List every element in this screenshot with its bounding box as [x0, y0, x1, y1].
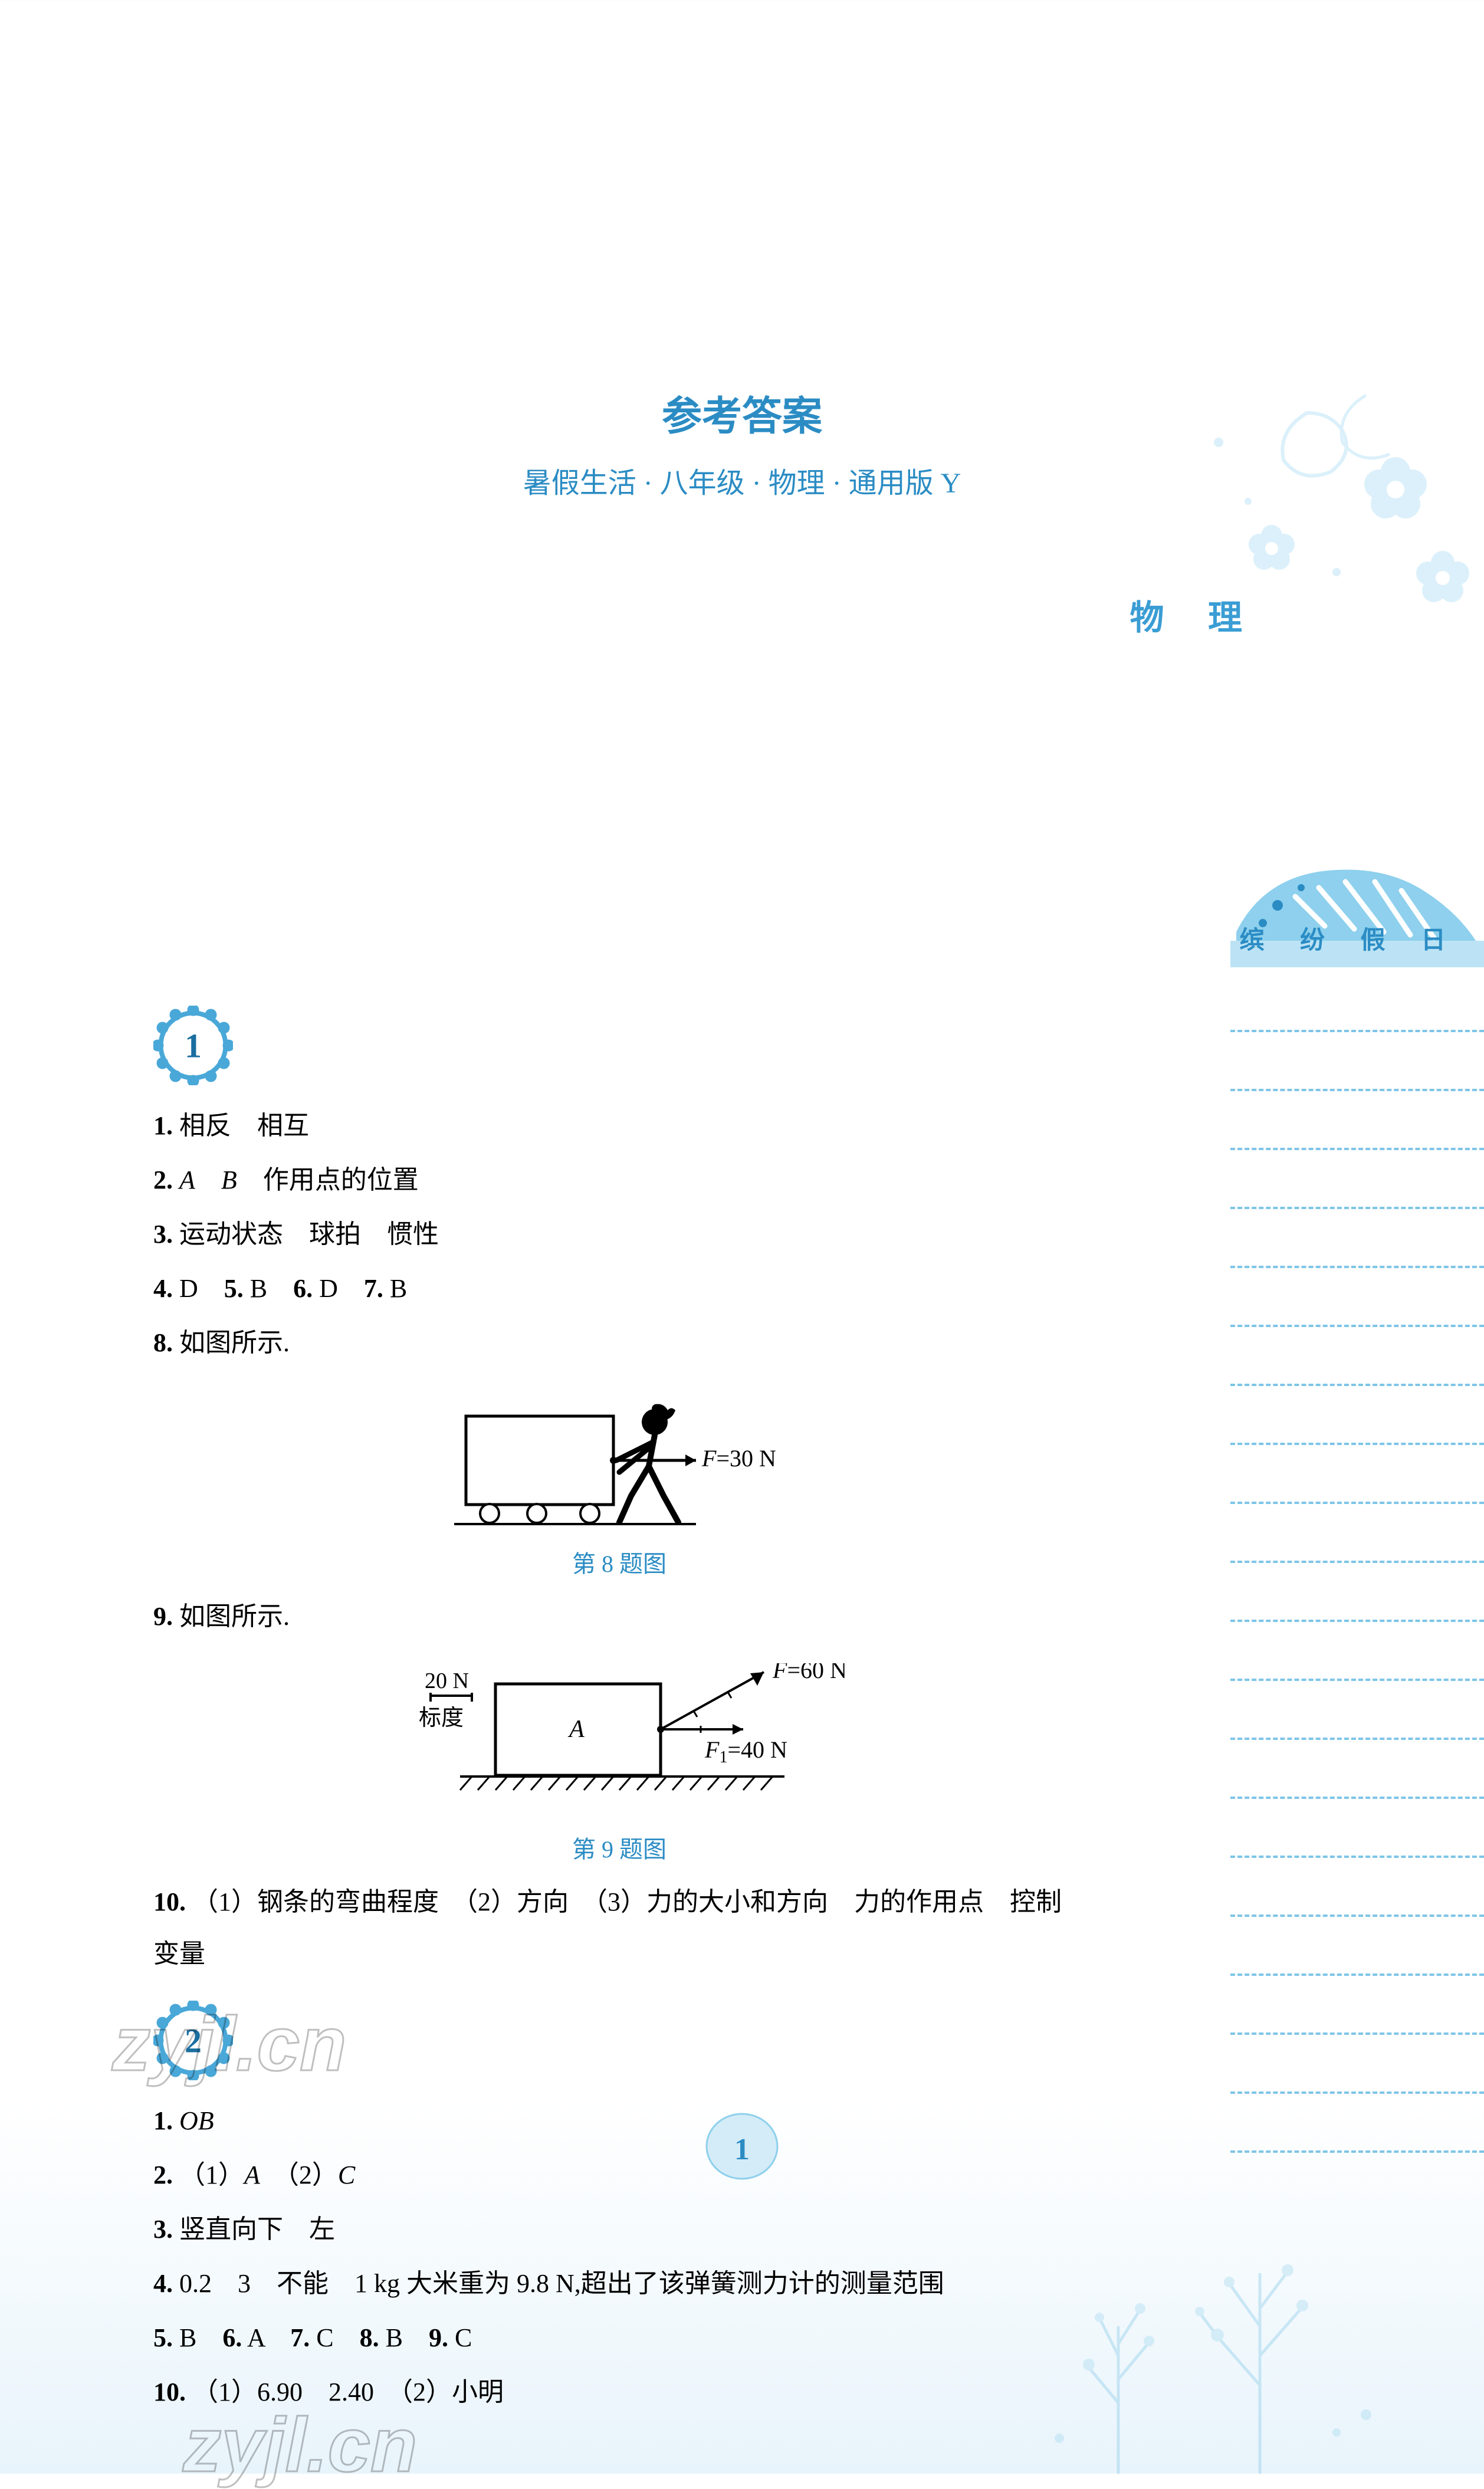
- watermark-2: zyjl.cn: [183, 2401, 417, 2489]
- answer-1-2: 2. A B 作用点的位置: [153, 1154, 1085, 1206]
- figure-8-caption: 第 8 题图: [153, 1545, 1085, 1579]
- answer-2-4: 4. 0.2 3 不能 1 kg 大米重为 9.8 N,超出了该弹簧测力计的测量…: [153, 2258, 1085, 2310]
- answer-1-9: 9. 如图所示.: [153, 1591, 1085, 1643]
- content-area: 1 1. 相反 相互 2. A B 作用点的位置 3. 运动状态 球拍 惯性 4…: [153, 985, 1085, 2421]
- answer-2-1: 1. OB: [153, 2095, 1085, 2147]
- svg-text:20 N: 20 N: [425, 1669, 469, 1693]
- answer-1-10: 10. （1）钢条的弯曲程度 （2）方向 （3）力的大小和方向 力的作用点 控制…: [153, 1876, 1085, 1980]
- subject-label: 物 理: [1130, 590, 1260, 639]
- sidebar-badge-text: 缤 纷 假 日: [1239, 920, 1460, 956]
- svg-text:F=60 N: F=60 N: [772, 1663, 847, 1683]
- svg-text:标度: 标度: [419, 1706, 464, 1731]
- answer-1-8: 8. 如图所示.: [153, 1317, 1085, 1369]
- answer-2-2: 2. （1）A （2）C: [153, 2149, 1085, 2201]
- figure-9-caption: 第 9 题图: [153, 1830, 1085, 1864]
- section-badge-1: 1: [153, 1006, 233, 1085]
- decorative-bottom-trees: [1012, 2179, 1425, 2474]
- figure-9: 20 N 标度 A: [153, 1663, 1085, 1864]
- page-number: 1: [734, 2132, 750, 2167]
- answer-2-5: 5. B 6. A 7. C 8. B 9. C: [153, 2312, 1085, 2364]
- answer-1-3: 3. 运动状态 球拍 惯性: [153, 1209, 1085, 1260]
- svg-text:A: A: [567, 1716, 585, 1743]
- answer-1-1: 1. 相反 相互: [153, 1100, 1085, 1152]
- watermark-1: zyjl.cn: [112, 1999, 346, 2088]
- svg-text:F1=40 N: F1=40 N: [704, 1736, 787, 1766]
- svg-text:F=30 N: F=30 N: [701, 1445, 776, 1472]
- sidebar-note-lines: [1230, 973, 1484, 2153]
- answer-1-4: 4. D 5. B 6. D 7. B: [153, 1263, 1085, 1315]
- figure-8: F=30 N 第 8 题图: [153, 1390, 1085, 1579]
- section-number-1: 1: [185, 1027, 202, 1065]
- answer-2-3: 3. 竖直向下 左: [153, 2204, 1085, 2255]
